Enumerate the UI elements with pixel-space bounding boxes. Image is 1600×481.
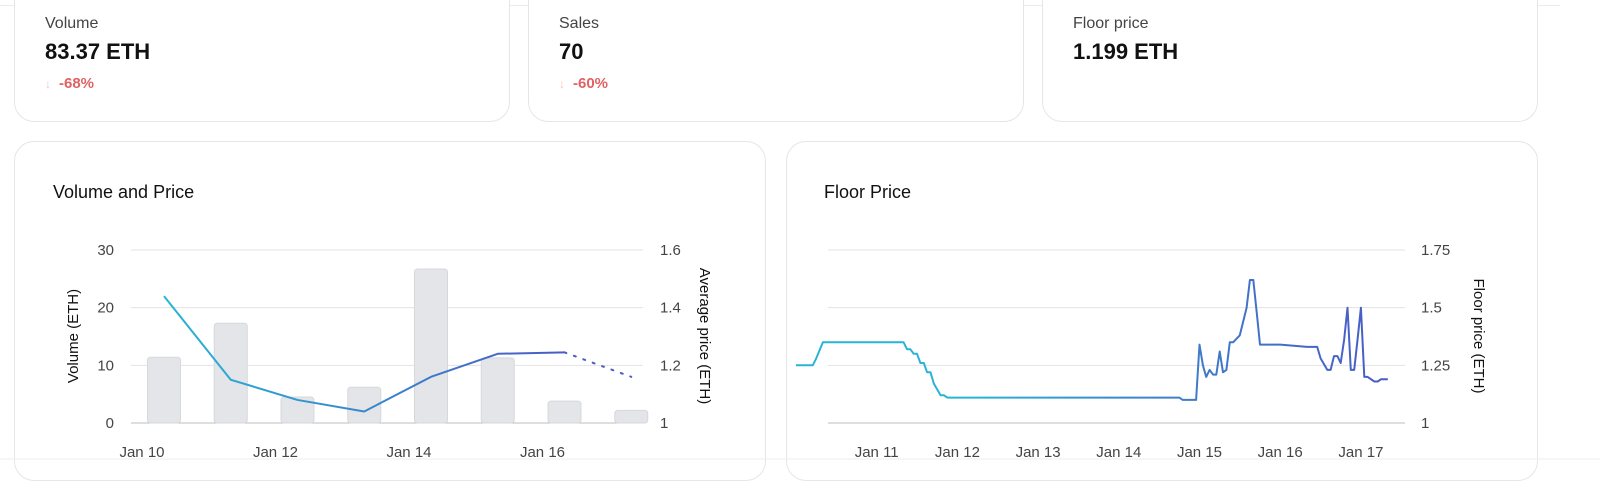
arrow-down-icon: ↓ <box>45 76 51 91</box>
volume-bar <box>347 386 382 424</box>
y2-tick-label: 1.25 <box>1421 357 1450 374</box>
x-tick-label: Jan 10 <box>119 444 164 461</box>
volume-bar <box>480 357 515 424</box>
y2-tick-label: 1 <box>660 415 668 432</box>
floor-price-card: Floor Price <box>786 141 1538 481</box>
floor-price-line <box>796 279 1388 401</box>
x-tick-label: Jan 16 <box>1258 444 1303 461</box>
stat-value: 1.199 ETH <box>1073 39 1179 64</box>
charts-canvas: 0 1 10 1.2 20 1.4 30 1.6 Jan 10 Jan 12 Jan 14 Jan 1… <box>0 242 1600 461</box>
y-axis-label: Volume (ETH) <box>65 289 82 383</box>
stat-change: ↓ -60% <box>559 75 608 92</box>
volume-bar <box>147 356 181 424</box>
stat-label: Sales <box>559 15 600 32</box>
volume-bar <box>547 400 582 424</box>
stat-change-value: -68% <box>59 75 95 92</box>
stat-value: 70 <box>559 39 584 64</box>
y2-tick-label: 1.2 <box>660 357 681 374</box>
x-tick-label: Jan 15 <box>1177 444 1222 461</box>
stat-card-volume: Volume 83.37 ETH ↓ -68% <box>14 0 510 122</box>
price-line-projection <box>563 351 633 378</box>
y2-tick-label: 1.6 <box>660 242 681 259</box>
y-tick-label: 10 <box>97 357 114 374</box>
y2-tick-label: 1.4 <box>660 300 681 317</box>
chart-title: Floor Price <box>824 182 912 202</box>
y2-axis-label: Floor price (ETH) <box>1470 278 1487 393</box>
x-tick-label: Jan 13 <box>1016 444 1061 461</box>
x-tick-label: Jan 11 <box>855 444 899 461</box>
stat-label: Floor price <box>1073 15 1149 32</box>
y2-tick-label: 1.75 <box>1421 242 1450 259</box>
volume-bar <box>414 268 448 424</box>
y-tick-label: 0 <box>106 415 114 432</box>
y2-tick-label: 1.5 <box>1421 300 1442 317</box>
y-tick-label: 30 <box>97 242 114 259</box>
y2-axis-label: Average price (ETH) <box>696 268 713 404</box>
x-tick-label: Jan 14 <box>386 444 431 461</box>
volume-price-card: Volume and Price <box>14 141 766 481</box>
volume-bar <box>280 396 315 424</box>
volume-bar <box>213 322 248 424</box>
arrow-down-icon: ↓ <box>559 76 565 91</box>
x-tick-label: Jan 12 <box>935 444 980 461</box>
stat-change-value: -60% <box>573 75 609 92</box>
price-line <box>163 295 565 413</box>
stat-card-floor-price: Floor price 1.199 ETH <box>1042 0 1538 122</box>
volume-bar <box>614 409 649 424</box>
chart-title: Volume and Price <box>53 182 195 202</box>
stat-change: ↓ -68% <box>45 75 94 92</box>
x-tick-label: Jan 16 <box>520 444 565 461</box>
x-tick-label: Jan 12 <box>253 444 298 461</box>
y-tick-label: 20 <box>97 300 114 317</box>
x-tick-label: Jan 14 <box>1096 444 1141 461</box>
stat-card-sales: Sales 70 ↓ -60% <box>528 0 1024 122</box>
y2-tick-label: 1 <box>1421 415 1429 432</box>
stat-value: 83.37 ETH <box>45 39 151 64</box>
stat-label: Volume <box>45 15 99 32</box>
x-tick-label: Jan 17 <box>1338 444 1383 461</box>
